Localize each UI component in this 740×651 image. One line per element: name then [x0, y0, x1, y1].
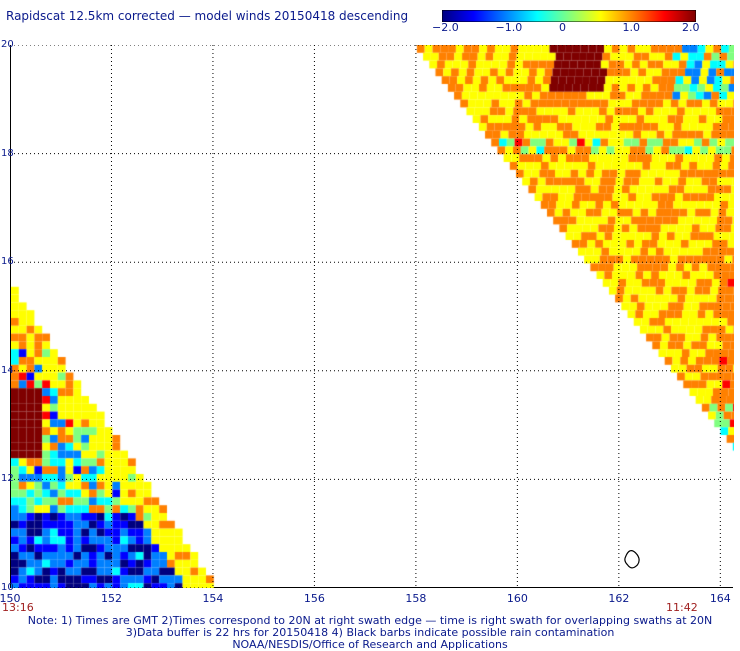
lon-label: 164: [709, 592, 731, 605]
colorbar-tick-label: 2.0: [682, 21, 700, 34]
colorbar-tick-label: −2.0: [432, 21, 459, 34]
notes: Note: 1) Times are GMT 2)Times correspon…: [0, 615, 740, 651]
note-line-3: NOAA/NESDIS/Office of Research and Appli…: [232, 638, 508, 651]
island-outline: [624, 550, 640, 569]
lat-label: 18: [1, 147, 14, 159]
lon-label: 152: [100, 592, 122, 605]
colorbar-tick-label: 0: [559, 21, 566, 34]
colorbar-tick-label: 1.0: [622, 21, 641, 34]
lon-label: 162: [608, 592, 630, 605]
left-swath-time: 13:16: [2, 601, 34, 614]
lat-label: 10: [1, 582, 14, 593]
lat-label: 14: [1, 364, 14, 376]
wind-difference-swath: [11, 45, 734, 588]
colorbar-gradient: [442, 10, 696, 22]
map-title: Rapidscat 12.5km corrected — model winds…: [6, 9, 409, 23]
lon-label: 150: [0, 592, 21, 605]
note-line-2: 3)Data buffer is 22 hrs for 20150418 4) …: [125, 626, 615, 639]
lon-label: 154: [202, 592, 224, 605]
grid-lines: [10, 45, 733, 588]
note-line-1: Note: 1) Times are GMT 2)Times correspon…: [27, 614, 713, 627]
lon-label: 156: [303, 592, 325, 605]
colorbar: [442, 10, 696, 22]
lat-label: 20: [1, 39, 14, 50]
colorbar-tick-label: −1.0: [495, 21, 523, 34]
plot-area: [10, 45, 734, 588]
lon-label: 158: [405, 592, 427, 605]
lat-label: 12: [1, 473, 14, 485]
lon-label: 160: [506, 592, 528, 605]
right-swath-time: 11:42: [666, 601, 698, 614]
lat-label: 16: [1, 256, 14, 268]
